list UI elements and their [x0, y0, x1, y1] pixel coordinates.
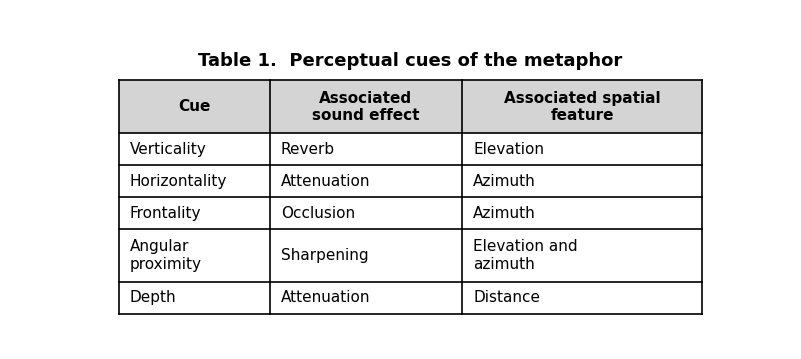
Text: Horizontality: Horizontality	[130, 174, 227, 189]
Text: Attenuation: Attenuation	[281, 290, 370, 306]
Text: Sharpening: Sharpening	[281, 248, 368, 263]
Text: Frontality: Frontality	[130, 206, 201, 221]
Text: Azimuth: Azimuth	[473, 174, 536, 189]
Text: Reverb: Reverb	[281, 142, 335, 157]
Text: Distance: Distance	[473, 290, 540, 306]
Bar	[119, 80, 702, 133]
Text: Angular
proximity: Angular proximity	[130, 239, 202, 272]
Text: Depth: Depth	[130, 290, 176, 306]
Text: Table 1.  Perceptual cues of the metaphor: Table 1. Perceptual cues of the metaphor	[199, 52, 622, 70]
Text: Elevation and
azimuth: Elevation and azimuth	[473, 239, 578, 272]
Text: Associated
sound effect: Associated sound effect	[312, 90, 420, 123]
Text: Verticality: Verticality	[130, 142, 207, 157]
Text: Occlusion: Occlusion	[281, 206, 355, 221]
Text: Associated spatial
feature: Associated spatial feature	[504, 90, 661, 123]
Text: Elevation: Elevation	[473, 142, 544, 157]
Text: Attenuation: Attenuation	[281, 174, 370, 189]
Text: Cue: Cue	[178, 99, 211, 114]
Text: Azimuth: Azimuth	[473, 206, 536, 221]
